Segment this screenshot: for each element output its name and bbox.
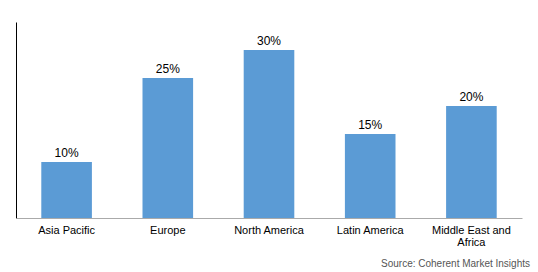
- x-tick-label-line: Africa: [457, 236, 486, 248]
- plot: Asia Pacific Europe North America Latin Ame…: [17, 23, 523, 249]
- x-tick-label: Latin America: [337, 224, 405, 236]
- x-tick-label: North America: [234, 224, 305, 236]
- x-tick: North America: [234, 218, 305, 236]
- data-label: 10%: [55, 146, 79, 160]
- x-tick-label: Asia Pacific: [38, 224, 95, 236]
- data-label: 15%: [358, 118, 382, 132]
- bar: [143, 78, 194, 218]
- x-axis: Asia Pacific Europe North America Latin Ame…: [17, 218, 523, 248]
- bars: [41, 50, 496, 218]
- bar: [446, 106, 497, 218]
- x-tick-label: Europe: [150, 224, 185, 236]
- x-tick-label: Middle East andAfrica: [432, 224, 511, 249]
- data-label: 25%: [156, 62, 180, 76]
- y-axis-line: [16, 23, 17, 219]
- x-tick-label-line: Europe: [150, 224, 185, 236]
- x-tick-label-line: Middle East and: [432, 224, 511, 236]
- bar: [345, 134, 396, 218]
- bar: [41, 162, 92, 218]
- x-tick: Europe: [150, 218, 185, 236]
- source-note: Source: Coherent Market Insights: [381, 258, 530, 269]
- y-axis: [16, 23, 17, 219]
- x-tick: Latin America: [337, 218, 405, 236]
- data-labels: 10% 25% 30% 15% 20%: [55, 34, 484, 160]
- bar: [244, 50, 295, 218]
- x-tick: Middle East andAfrica: [432, 218, 511, 248]
- x-axis-line: [17, 218, 523, 219]
- data-label: 20%: [459, 90, 483, 104]
- chart: Asia Pacific Europe North America Latin Ame…: [0, 0, 538, 272]
- x-tick-label-line: Asia Pacific: [38, 224, 95, 236]
- x-tick-label-line: Latin America: [337, 224, 405, 236]
- data-label: 30%: [257, 34, 281, 48]
- x-tick: Asia Pacific: [38, 218, 95, 236]
- x-tick-label-line: North America: [234, 224, 305, 236]
